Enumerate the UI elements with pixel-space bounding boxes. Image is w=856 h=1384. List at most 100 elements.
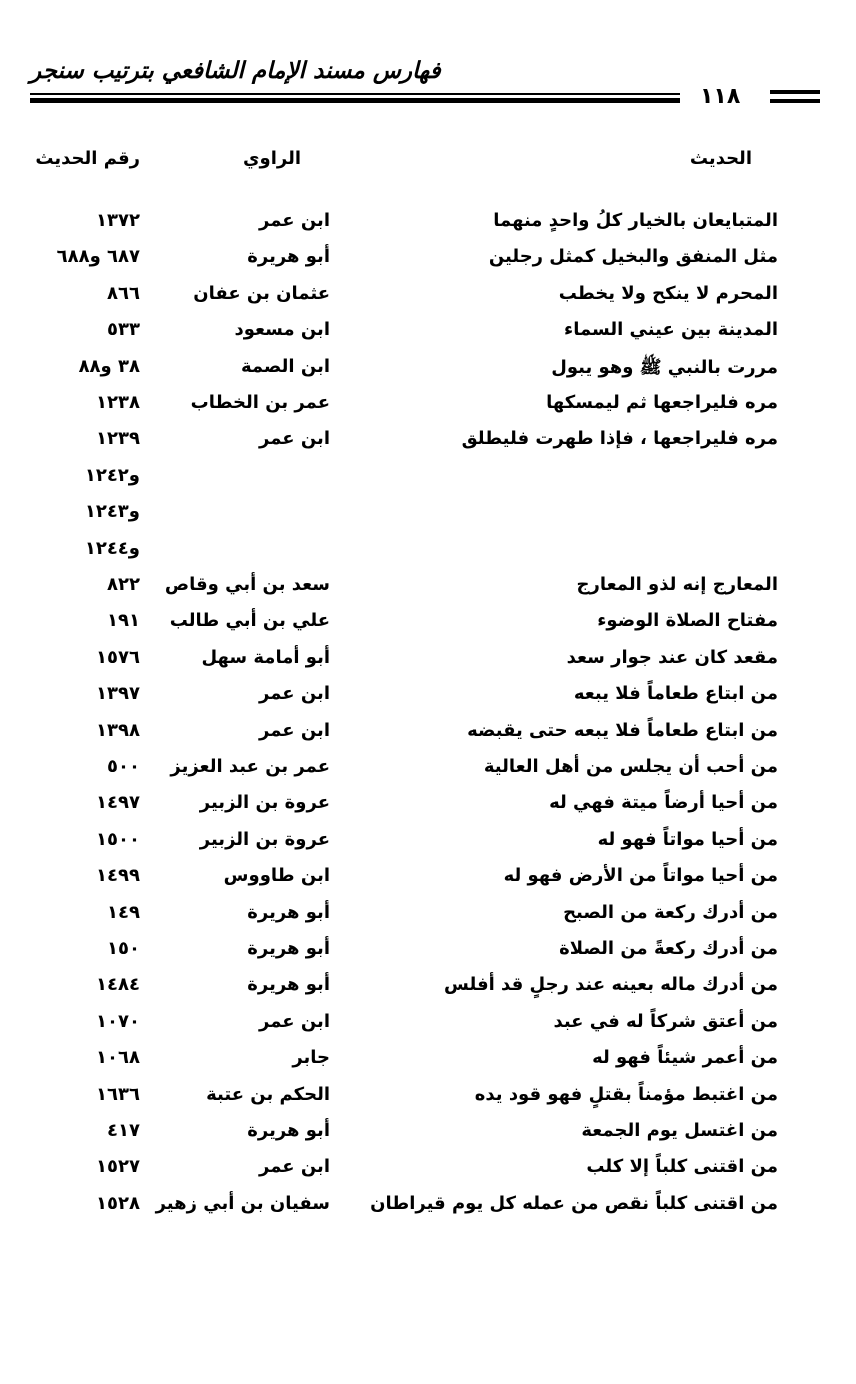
narrator-name: ابن عمر (259, 1156, 330, 1178)
table-row: من اقتنى كلباً إلا كلب ابن عمر ١٥٢٧ (0, 1156, 856, 1192)
hadith-number: ١٠٦٨ (96, 1047, 140, 1069)
hadith-text: من أحب أن يجلس من أهل العالية (483, 756, 778, 777)
table-row: مثل المنفق والبخيل كمثل رجلين أبو هريرة ٦٨… (0, 246, 856, 282)
narrator-name: أبو هريرة (247, 1120, 330, 1141)
hadith-number: و١٢٤٤ (84, 537, 140, 559)
hadith-number: ١٣٩٨ (96, 719, 140, 741)
hadith-number: ٥٠٠ (107, 756, 140, 777)
hadith-number: ٦٨٧ و٦٨٨ (56, 246, 140, 268)
hadith-number: ١٥٧٦ (96, 646, 140, 668)
hadith-number: ٨٢٢ (107, 574, 140, 595)
table-row: من أحيا مواتاً فهو له عروة بن الزبير ١٥٠٠ (0, 829, 856, 865)
hadith-number: ٣٨ و٨٨ (78, 355, 140, 377)
table-row: من أعمر شيئاً فهو له جابر ١٠٦٨ (0, 1047, 856, 1083)
header-bar (770, 90, 820, 94)
hadith-number: ١٩١ (107, 610, 140, 632)
narrator-name: ابن الصمة (240, 355, 330, 377)
hadith-number: ١٤٩ (107, 901, 140, 923)
hadith-text: المتبايعان بالخيار كلُ واحدٍ منهما (493, 210, 778, 231)
table-row: من أحب أن يجلس من أهل العالية عمر بن عبد … (0, 756, 856, 792)
table-row: المعارج إنه لذو المعارج سعد بن أبي وقاص ٨٢… (0, 574, 856, 610)
hadith-number: ١٢٣٨ (96, 392, 140, 413)
hadith-number: ٥٣٣ (107, 319, 140, 341)
narrator-name: عروة بن الزبير (199, 828, 330, 850)
narrator-name: ابن عمر (259, 428, 330, 450)
table-row: من أعتق شركاً له في عبد ابن عمر ١٠٧٠ (0, 1011, 856, 1047)
table-row: مررت بالنبي ﷺ وهو يبول ابن الصمة ٣٨ و٨٨ (0, 356, 856, 392)
hadith-text: من أحيا مواتاً من الأرض فهو له (503, 865, 778, 887)
table-row: المتبايعان بالخيار كلُ واحدٍ منهما ابن عم… (0, 210, 856, 246)
narrator-name: أبو هريرة (247, 901, 330, 923)
header-rule-thin (30, 93, 680, 95)
narrator-name: ابن طاووس (223, 865, 330, 887)
header-number: رقم الحديث (35, 148, 140, 169)
hadith-text: من أعمر شيئاً فهو له (592, 1047, 778, 1069)
hadith-number: ١٤٩٩ (96, 865, 140, 887)
hadith-number: ١٤٨٤ (96, 974, 140, 996)
header-bar (770, 99, 820, 103)
table-row: و١٢٤٢ (0, 465, 856, 501)
header-rule-thick (30, 98, 680, 103)
hadith-text: مثل المنفق والبخيل كمثل رجلين (488, 246, 778, 268)
hadith-number: ١٣٧٢ (96, 210, 140, 231)
narrator-name: ابن عمر (259, 1010, 330, 1032)
narrator-name: أبو هريرة (247, 246, 330, 268)
narrator-name: عمر بن عبد العزيز (170, 756, 330, 777)
table-row: من أدرك ركعةً من الصلاة أبو هريرة ١٥٠ (0, 938, 856, 974)
header-narrator: الراوي (243, 148, 301, 169)
narrator-name: أبو أمامة سهل (201, 646, 330, 668)
table-row: المدينة بين عيني السماء ابن مسعود ٥٣٣ (0, 319, 856, 355)
hadith-text: المدينة بين عيني السماء (564, 319, 778, 341)
hadith-text: من اغتسل يوم الجمعة (581, 1120, 778, 1141)
hadith-number: ١٥٢٧ (96, 1156, 140, 1178)
narrator-name: ابن عمر (259, 683, 330, 705)
table-row: من ابتاع طعاماً فلا يبعه حتى يقبضه ابن عم… (0, 720, 856, 756)
page-number: ١١٨ (700, 84, 741, 109)
table-row: من ابتاع طعاماً فلا يبعه ابن عمر ١٣٩٧ (0, 683, 856, 719)
hadith-text: من اقتنى كلباً إلا كلب (586, 1156, 778, 1178)
hadith-text: المعارج إنه لذو المعارج (576, 574, 779, 595)
narrator-name: سعد بن أبي وقاص (164, 574, 330, 595)
hadith-text: من ابتاع طعاماً فلا يبعه (573, 683, 778, 705)
narrator-name: أبو هريرة (247, 974, 330, 996)
hadith-text: مره فليراجعها ، فإذا طهرت فليطلق (461, 428, 778, 450)
narrator-name: عمر بن الخطاب (190, 392, 330, 413)
hadith-text: من اقتنى كلباً نقص من عمله كل يوم قيراطا… (370, 1192, 778, 1214)
hadith-text: من أدرك ركعة من الصبح (563, 901, 778, 923)
hadith-text: من أحيا مواتاً فهو له (597, 828, 778, 850)
table-row: المحرم لا ينكح ولا يخطب عثمان بن عفان ٨٦٦ (0, 283, 856, 319)
hadith-text: مقعد كان عند جوار سعد (566, 646, 778, 668)
hadith-text: من أحيا أرضاً ميتة فهي له (549, 792, 778, 814)
hadith-text: من أدرك ماله بعينه عند رجلٍ قد أفلس (444, 974, 778, 996)
table-row: و١٢٤٣ (0, 501, 856, 537)
hadith-number: ١٣٩٧ (96, 683, 140, 705)
hadith-number: ١٤٩٧ (96, 792, 140, 814)
narrator-name: ابن عمر (259, 719, 330, 741)
narrator-name: عثمان بن عفان (193, 282, 330, 304)
narrator-name: عروة بن الزبير (199, 792, 330, 814)
table-row: مفتاح الصلاة الوضوء علي بن أبي طالب ١٩١ (0, 610, 856, 646)
table-row: من اغتسل يوم الجمعة أبو هريرة ٤١٧ (0, 1120, 856, 1156)
running-title: فهارس مسند الإمام الشافعي بترتيب سنجر (30, 58, 441, 84)
hadith-number: ١٠٧٠ (96, 1010, 140, 1032)
narrator-name: سفيان بن أبي زهير (155, 1192, 330, 1214)
table-row: من أحيا مواتاً من الأرض فهو له ابن طاووس ١… (0, 865, 856, 901)
hadith-text: من أعتق شركاً له في عبد (553, 1010, 778, 1032)
hadith-number: و١٢٤٣ (84, 501, 140, 523)
hadith-text: من أدرك ركعةً من الصلاة (559, 938, 778, 959)
narrator-name: الحكم بن عتبة (206, 1083, 330, 1105)
hadith-number: ١٥٢٨ (96, 1192, 140, 1214)
hadith-number: ١٢٣٩ (96, 428, 140, 450)
hadith-text: مررت بالنبي ﷺ وهو يبول (551, 356, 778, 378)
hadith-number: و١٢٤٢ (84, 464, 140, 486)
table-row: من أدرك ركعة من الصبح أبو هريرة ١٤٩ (0, 902, 856, 938)
hadith-text: مفتاح الصلاة الوضوء (597, 610, 778, 632)
table-row: و١٢٤٤ (0, 538, 856, 574)
table-row: من أدرك ماله بعينه عند رجلٍ قد أفلس أبو ه… (0, 974, 856, 1010)
hadith-text: من ابتاع طعاماً فلا يبعه حتى يقبضه (467, 719, 778, 741)
narrator-name: جابر (292, 1047, 330, 1069)
hadith-number: ١٥٠٠ (96, 828, 140, 850)
table-row: من اقتنى كلباً نقص من عمله كل يوم قيراطا… (0, 1193, 856, 1229)
narrator-name: علي بن أبي طالب (169, 610, 330, 632)
narrator-name: أبو هريرة (247, 938, 330, 959)
